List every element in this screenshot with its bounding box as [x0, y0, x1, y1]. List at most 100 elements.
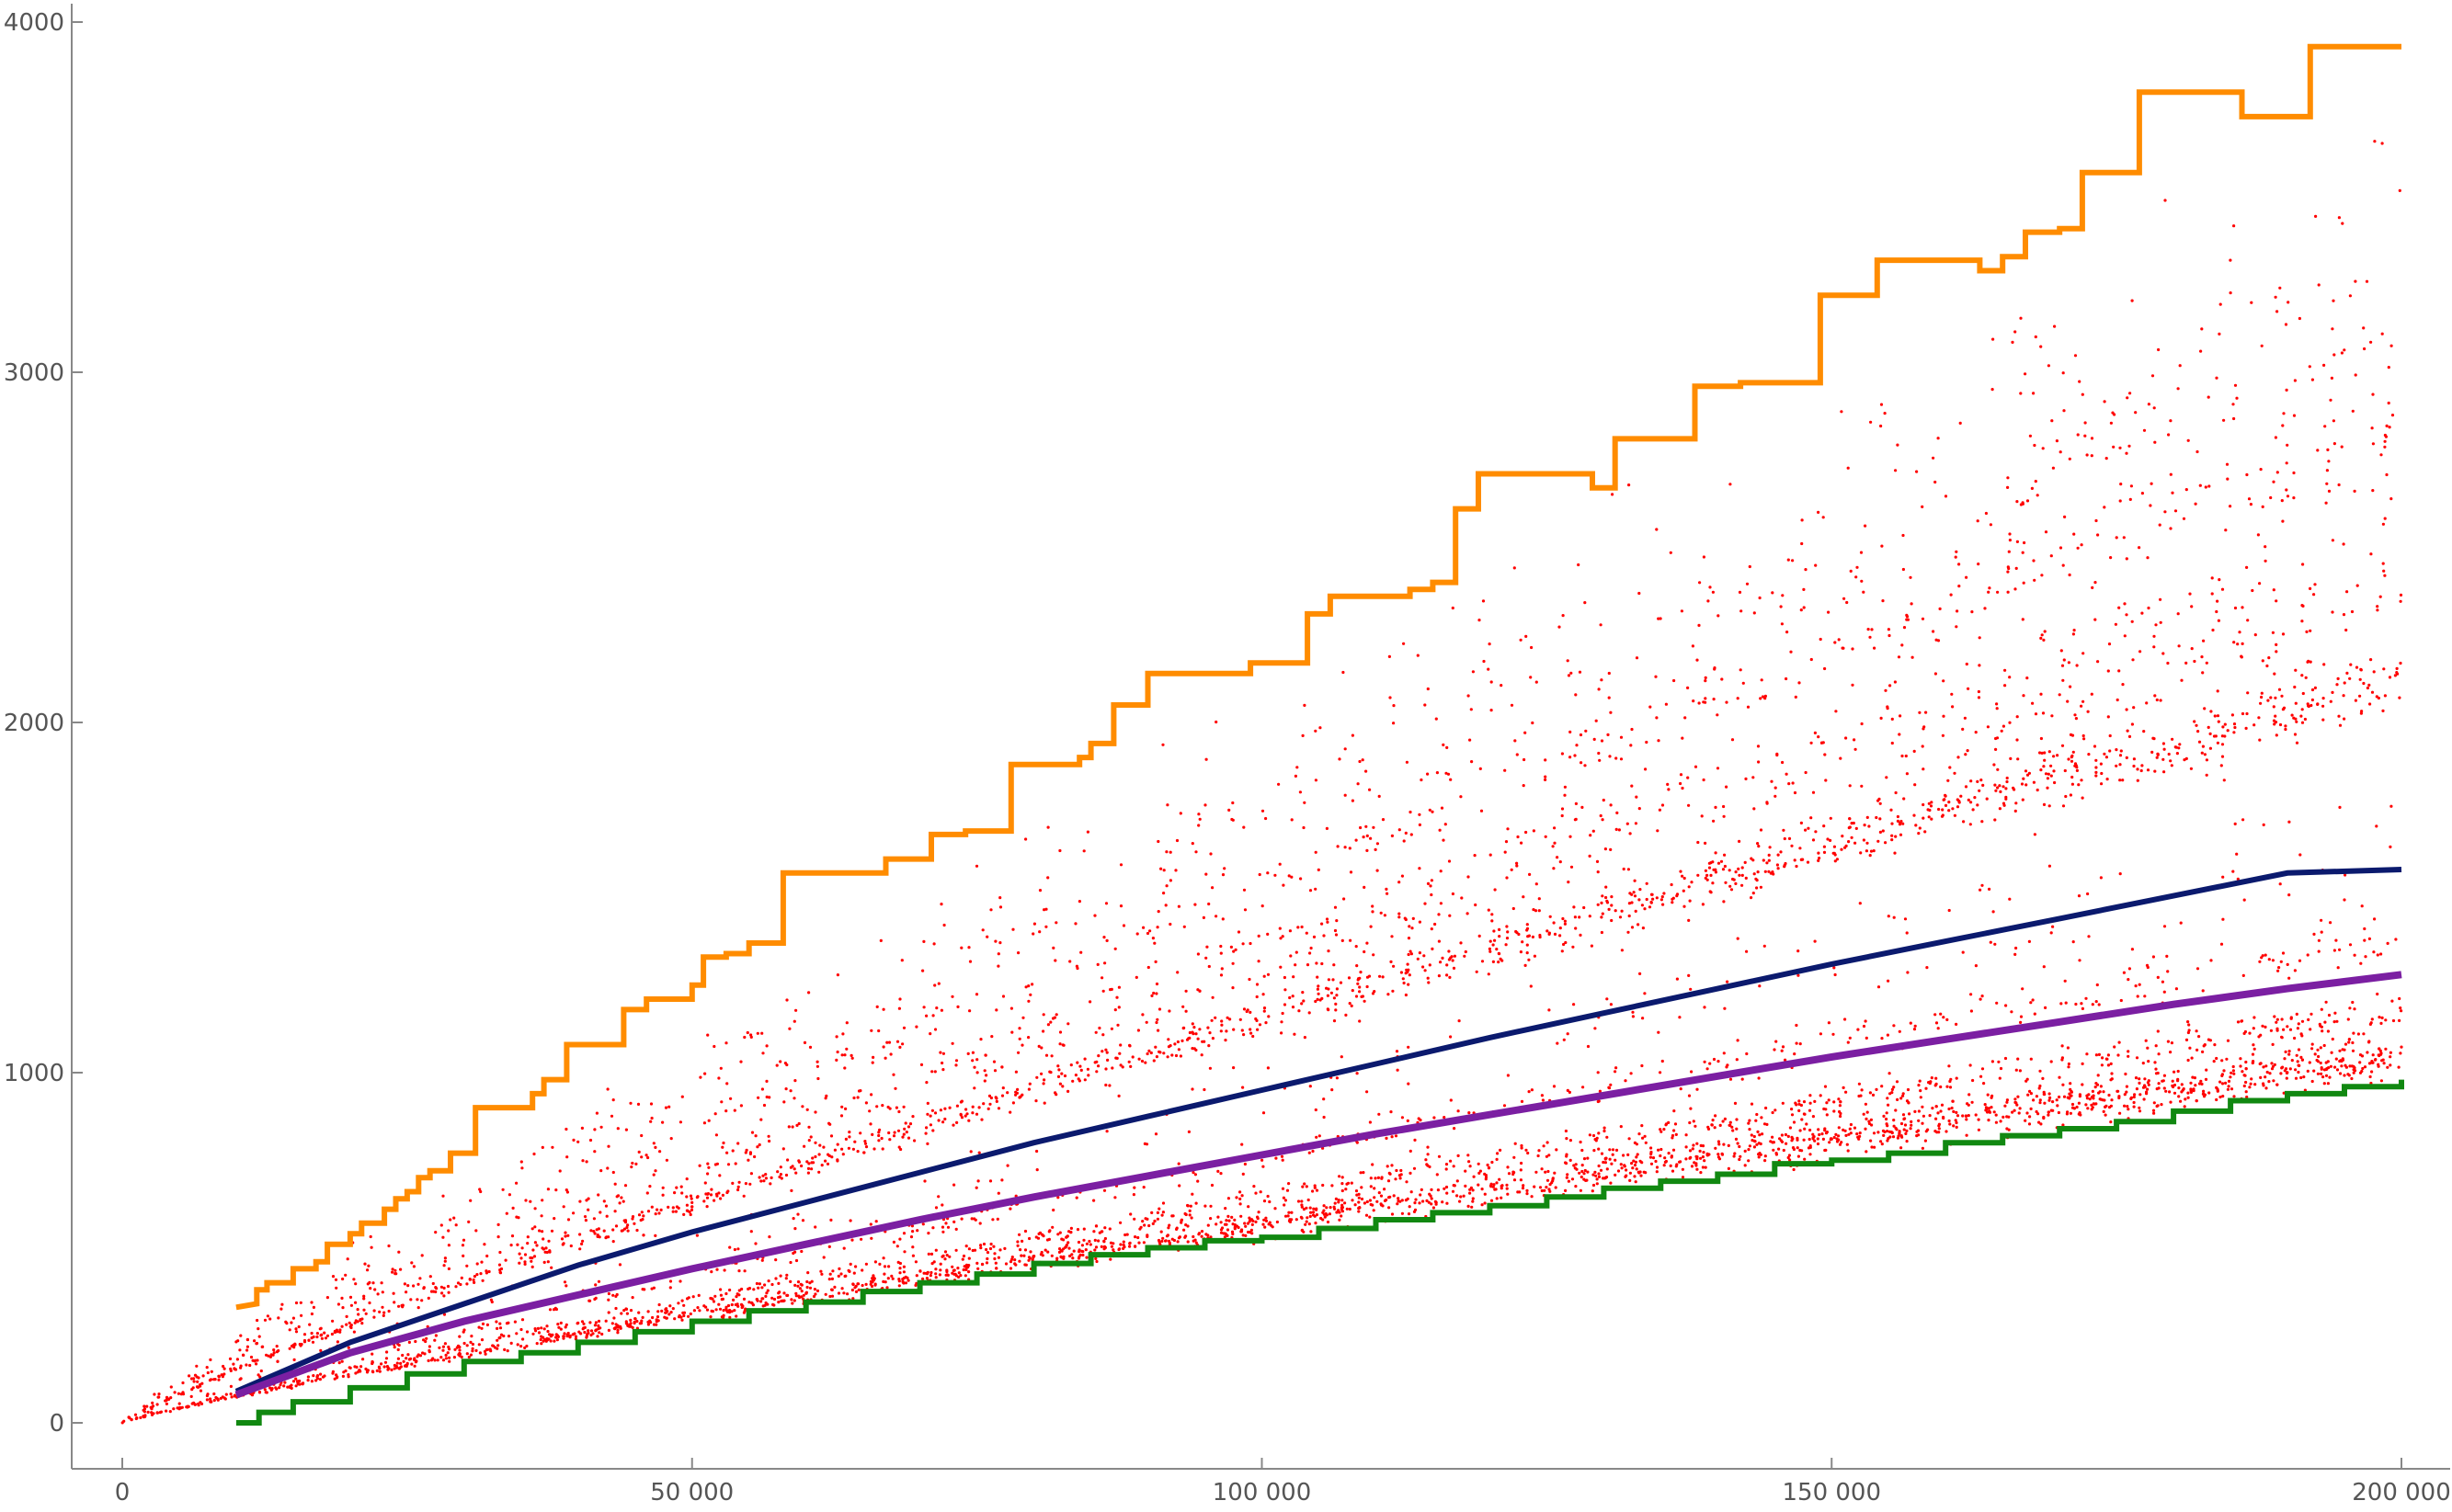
scatter-point: [1383, 1188, 1386, 1191]
scatter-point: [2282, 1091, 2286, 1095]
scatter-point: [2369, 340, 2373, 344]
scatter-point: [635, 1319, 639, 1324]
scatter-point: [2049, 931, 2053, 935]
scatter-point: [678, 1313, 681, 1318]
scatter-point: [1419, 1193, 1422, 1197]
scatter-point: [1504, 943, 1508, 947]
scatter-point: [1772, 1148, 1775, 1152]
scatter-point: [1845, 1143, 1849, 1146]
scatter-point: [2146, 556, 2150, 560]
scatter-point: [263, 1388, 267, 1392]
scatter-point: [1935, 1131, 1939, 1134]
scatter-point: [1952, 1124, 1956, 1128]
scatter-point: [1977, 696, 1981, 699]
scatter-point: [1238, 1017, 1242, 1021]
scatter-point: [1758, 984, 1762, 988]
scatter-point: [2322, 663, 2326, 666]
scatter-point: [2177, 644, 2181, 648]
scatter-point: [1689, 1107, 1693, 1110]
scatter-point: [1490, 913, 1494, 916]
scatter-point: [2281, 1065, 2285, 1069]
scatter-point: [1750, 1102, 1754, 1106]
scatter-point: [1445, 973, 1449, 977]
scatter-point: [2059, 649, 2063, 653]
scatter-point: [2218, 1080, 2222, 1084]
scatter-point: [2345, 590, 2349, 594]
scatter-point: [1761, 1132, 1764, 1136]
scatter-point: [1708, 1062, 1712, 1065]
scatter-point: [2042, 965, 2046, 969]
scatter-point: [565, 1190, 570, 1194]
scatter-point: [2369, 552, 2373, 556]
scatter-point: [2106, 1063, 2110, 1067]
scatter-point: [1449, 1159, 1453, 1163]
scatter-point: [1426, 687, 1430, 691]
scatter-point: [1378, 974, 1382, 978]
scatter-point: [1122, 1246, 1125, 1250]
scatter-point: [530, 1227, 534, 1231]
scatter-point: [2166, 661, 2170, 665]
scatter-point: [1223, 867, 1226, 870]
scatter-point: [341, 1277, 345, 1281]
scatter-point: [1386, 892, 1389, 895]
scatter-point: [2186, 438, 2190, 442]
scatter-point: [1184, 1223, 1188, 1227]
scatter-point: [1638, 972, 1642, 975]
scatter-point: [1343, 846, 1347, 849]
scatter-point: [2094, 774, 2098, 778]
scatter-point: [1471, 1199, 1475, 1203]
scatter-point: [1167, 1038, 1170, 1041]
scatter-point: [2368, 1074, 2372, 1079]
scatter-point: [1887, 979, 1890, 983]
scatter-point: [1426, 976, 1430, 980]
scatter-point: [631, 1215, 635, 1219]
scatter-point: [1286, 1214, 1290, 1218]
scatter-point: [1400, 1211, 1404, 1215]
scatter-point: [1740, 866, 1744, 870]
scatter-point: [1886, 1130, 1889, 1133]
scatter-point: [1314, 999, 1317, 1004]
scatter-point: [1597, 688, 1601, 691]
scatter-point: [266, 1314, 269, 1318]
scatter-point: [1868, 854, 1872, 858]
scatter-point: [1951, 807, 1955, 811]
scatter-point: [1963, 716, 1967, 720]
scatter-point: [1632, 891, 1636, 894]
scatter-point: [382, 1313, 385, 1317]
scatter-point: [1490, 1160, 1494, 1165]
scatter-point: [2264, 1086, 2268, 1090]
scatter-point: [897, 1006, 902, 1010]
scatter-point: [703, 1181, 707, 1185]
scatter-point: [1017, 951, 1021, 955]
scatter-point: [721, 1145, 724, 1149]
scatter-point: [2272, 588, 2275, 592]
scatter-point: [1757, 760, 1761, 764]
scatter-point: [1430, 1188, 1433, 1191]
scatter-point: [177, 1402, 181, 1405]
scatter-point: [1363, 999, 1366, 1003]
scatter-point: [893, 1131, 896, 1134]
scatter-point: [2136, 779, 2139, 782]
scatter-point: [754, 1242, 758, 1245]
scatter-point: [1182, 1026, 1186, 1029]
scatter-point: [333, 1330, 336, 1335]
scatter-point: [1947, 1107, 1951, 1111]
scatter-point: [1703, 1006, 1706, 1009]
scatter-point: [1735, 1118, 1739, 1121]
scatter-point: [1027, 1087, 1031, 1091]
scatter-point: [1340, 1203, 1344, 1207]
scatter-point: [2388, 426, 2391, 429]
scatter-point: [820, 1164, 824, 1167]
scatter-point: [871, 1061, 874, 1064]
scatter-point: [1326, 994, 1329, 997]
scatter-point: [2123, 634, 2127, 638]
scatter-point: [394, 1272, 398, 1276]
scatter-point: [945, 1254, 949, 1257]
scatter-point: [1520, 1099, 1524, 1103]
scatter-point: [335, 1328, 338, 1332]
scatter-point: [736, 1247, 740, 1251]
scatter-point: [2070, 775, 2074, 779]
scatter-point: [1111, 1066, 1114, 1070]
scatter-point: [2165, 954, 2169, 958]
scatter-point: [706, 1162, 710, 1165]
